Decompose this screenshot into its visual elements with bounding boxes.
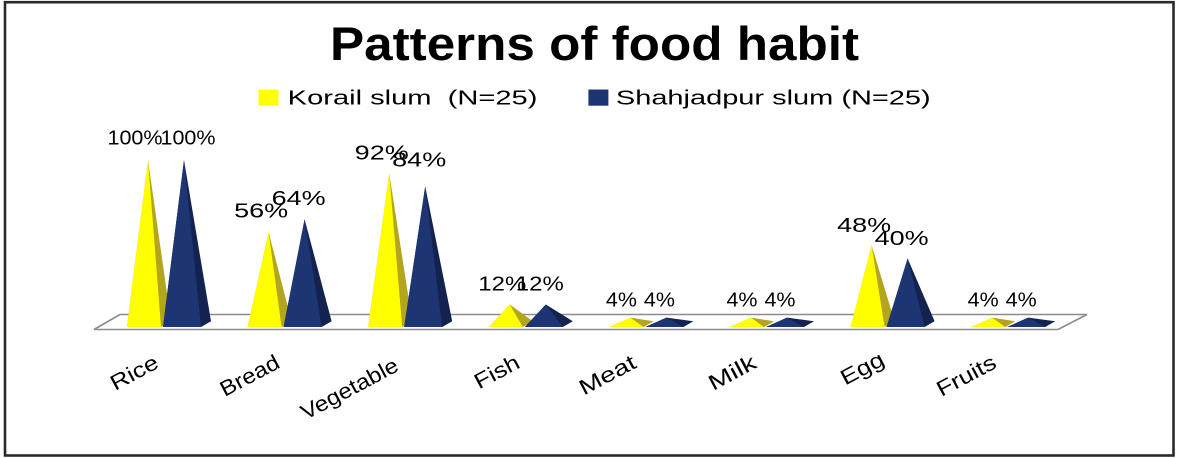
svg-text:Korail slum (N=25): Korail slum (N=25) xyxy=(288,87,538,110)
svg-text:4%: 4% xyxy=(765,290,796,312)
svg-text:64%: 64% xyxy=(272,188,326,210)
svg-text:Shahjadpur slum (N=25): Shahjadpur slum (N=25) xyxy=(616,87,931,110)
svg-text:56%: 56% xyxy=(234,201,288,223)
svg-text:4%: 4% xyxy=(1006,290,1037,312)
svg-text:100%: 100% xyxy=(161,128,216,150)
svg-text:92%: 92% xyxy=(355,143,409,165)
svg-text:84%: 84% xyxy=(392,150,446,172)
svg-text:Patterns of food habit: Patterns of food habit xyxy=(330,17,859,70)
svg-text:12%: 12% xyxy=(516,274,564,296)
svg-text:40%: 40% xyxy=(875,228,929,250)
svg-text:4%: 4% xyxy=(727,290,758,312)
svg-text:100%: 100% xyxy=(108,128,163,150)
svg-text:12%: 12% xyxy=(478,274,526,296)
svg-text:4%: 4% xyxy=(606,290,637,312)
svg-text:4%: 4% xyxy=(968,290,999,312)
svg-text:48%: 48% xyxy=(837,215,891,237)
svg-text:4%: 4% xyxy=(644,290,675,312)
